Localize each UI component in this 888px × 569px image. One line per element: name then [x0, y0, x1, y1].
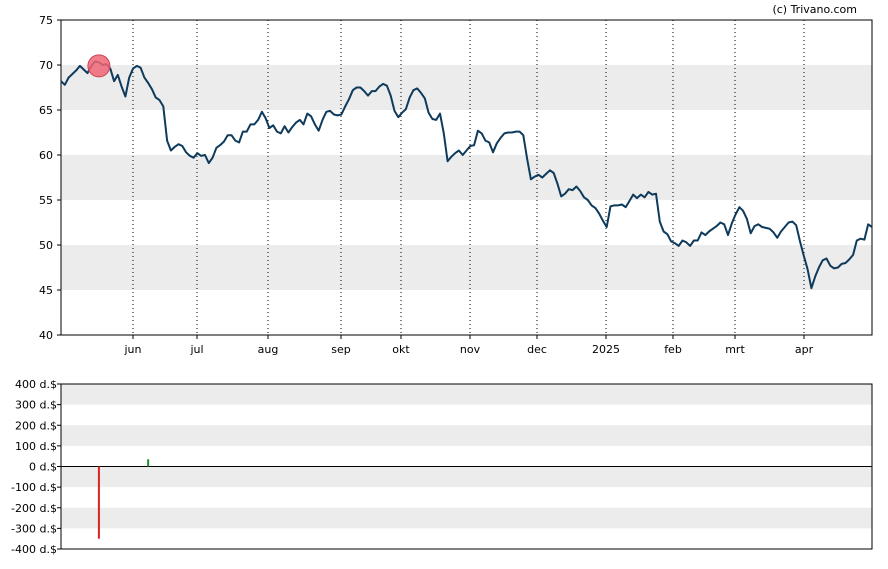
flow-band	[61, 507, 872, 529]
flow-y-tick-label: 100 d.$	[15, 440, 57, 453]
flow-y-tick-label: 300 d.$	[15, 399, 57, 412]
flow-band	[61, 384, 872, 405]
x-tick-label: feb	[664, 343, 682, 356]
price-line	[60, 60, 873, 290]
credit-text: (c) Trivano.com	[772, 3, 857, 16]
price-band	[61, 155, 872, 200]
x-tick-label: jun	[124, 343, 142, 356]
x-tick-label: 2025	[592, 343, 620, 356]
event-marker	[87, 54, 111, 78]
flow-band	[61, 425, 872, 446]
y-tick-label: 65	[39, 104, 53, 117]
x-tick-label: apr	[795, 343, 814, 356]
flow-y-tick-label: -100 d.$	[11, 481, 57, 494]
price-band	[61, 245, 872, 290]
y-tick-label: 50	[39, 239, 53, 252]
y-tick-label: 60	[39, 149, 53, 162]
x-tick-label: nov	[460, 343, 481, 356]
x-tick-label: sep	[331, 343, 350, 356]
flow-y-tick-label: -300 d.$	[11, 522, 57, 535]
flow-y-tick-label: -400 d.$	[11, 543, 57, 556]
price-frame	[60, 19, 873, 336]
flow-y-tick-label: 0 d.$	[29, 461, 57, 474]
y-tick-label: 55	[39, 194, 53, 207]
flow-y-tick-label: 400 d.$	[15, 378, 57, 391]
x-tick-label: jul	[189, 343, 203, 356]
flow-band	[61, 466, 872, 488]
y-tick-label: 40	[39, 329, 53, 342]
y-tick-label: 70	[39, 59, 53, 72]
y-tick-label: 45	[39, 284, 53, 297]
x-tick-label: dec	[527, 343, 547, 356]
x-tick-label: aug	[258, 343, 279, 356]
x-tick-label: mrt	[725, 343, 745, 356]
price-band	[61, 65, 872, 110]
x-tick-label: okt	[392, 343, 410, 356]
flow-y-tick-label: 200 d.$	[15, 419, 57, 432]
flow-y-tick-label: -200 d.$	[11, 502, 57, 515]
y-tick-label: 75	[39, 14, 53, 27]
